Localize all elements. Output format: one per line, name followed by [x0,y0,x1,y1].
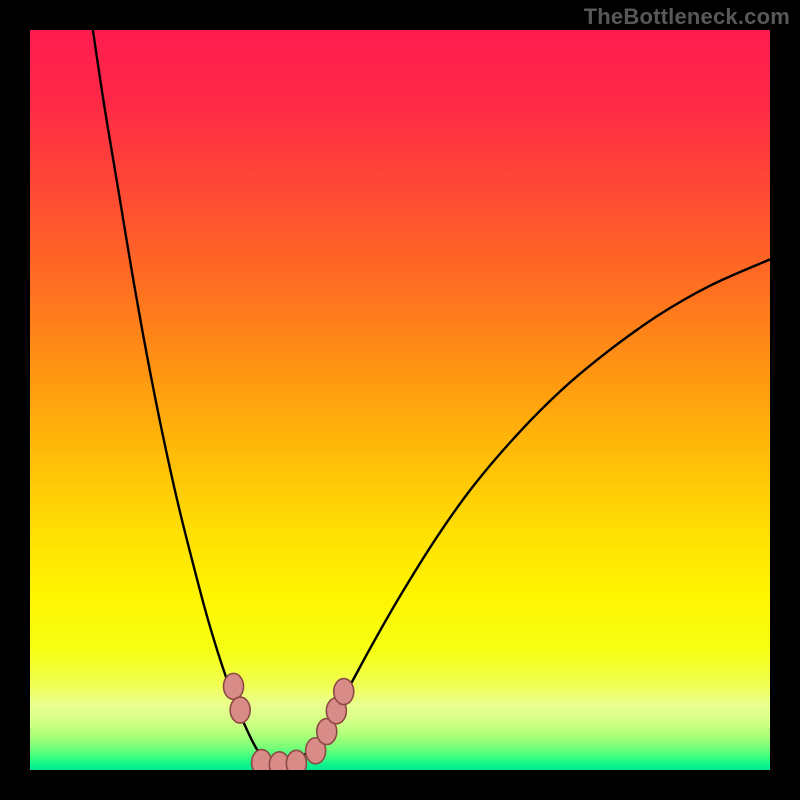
data-marker [252,750,272,776]
data-marker [334,679,354,705]
watermark-text: TheBottleneck.com [584,4,790,30]
chart-svg [0,0,800,800]
data-marker [286,750,306,776]
plot-background [30,30,770,770]
data-marker [230,697,250,723]
data-marker [224,673,244,699]
chart-stage: TheBottleneck.com [0,0,800,800]
